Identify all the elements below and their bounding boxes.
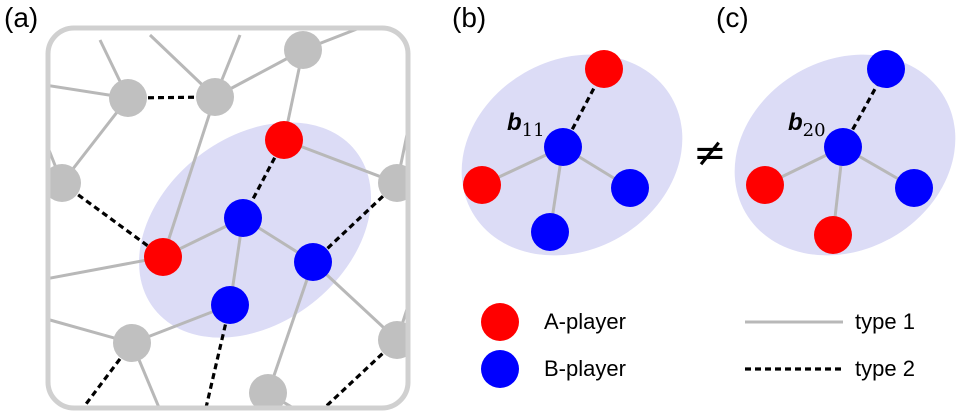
node-b-player xyxy=(895,169,933,207)
node-neutral xyxy=(113,324,151,362)
panel-b-motif xyxy=(461,50,683,256)
legend-b-player-label: B-player xyxy=(544,356,626,381)
not-equal-symbol: ≠ xyxy=(693,130,727,176)
node-b-player xyxy=(224,199,262,237)
node-neutral xyxy=(284,31,322,69)
node-b-player xyxy=(824,128,862,166)
node-a-player xyxy=(814,216,852,254)
node-b-player xyxy=(294,243,332,281)
panel-label-a: (a) xyxy=(4,2,39,33)
legend-a-player-label: A-player xyxy=(544,309,626,334)
node-b-player xyxy=(611,169,649,207)
legend-type2-label: type 2 xyxy=(855,356,915,381)
legend-b-player-marker xyxy=(481,350,519,388)
node-b-player xyxy=(211,286,249,324)
node-a-player xyxy=(144,238,182,276)
node-b-player xyxy=(544,128,582,166)
legend-a-player-marker xyxy=(481,303,519,341)
node-a-player xyxy=(585,50,623,88)
legend-markers xyxy=(481,303,843,388)
panel-label-b: (b) xyxy=(452,2,487,33)
node-a-player xyxy=(265,121,303,159)
motif-b-label: b11 xyxy=(507,109,545,141)
node-a-player xyxy=(463,166,501,204)
panel-a-network xyxy=(48,28,408,408)
node-a-player xyxy=(746,166,784,204)
legend-type1-label: type 1 xyxy=(855,309,915,334)
node-neutral xyxy=(249,374,287,408)
motif-c-label: b20 xyxy=(788,109,826,141)
node-b-player xyxy=(531,213,569,251)
panel-c-motif xyxy=(734,50,956,256)
node-neutral xyxy=(109,79,147,117)
panel-a-frame xyxy=(45,25,411,411)
panel-label-c: (c) xyxy=(716,2,749,33)
node-neutral xyxy=(48,164,81,202)
node-neutral xyxy=(196,78,234,116)
node-b-player xyxy=(867,50,905,88)
